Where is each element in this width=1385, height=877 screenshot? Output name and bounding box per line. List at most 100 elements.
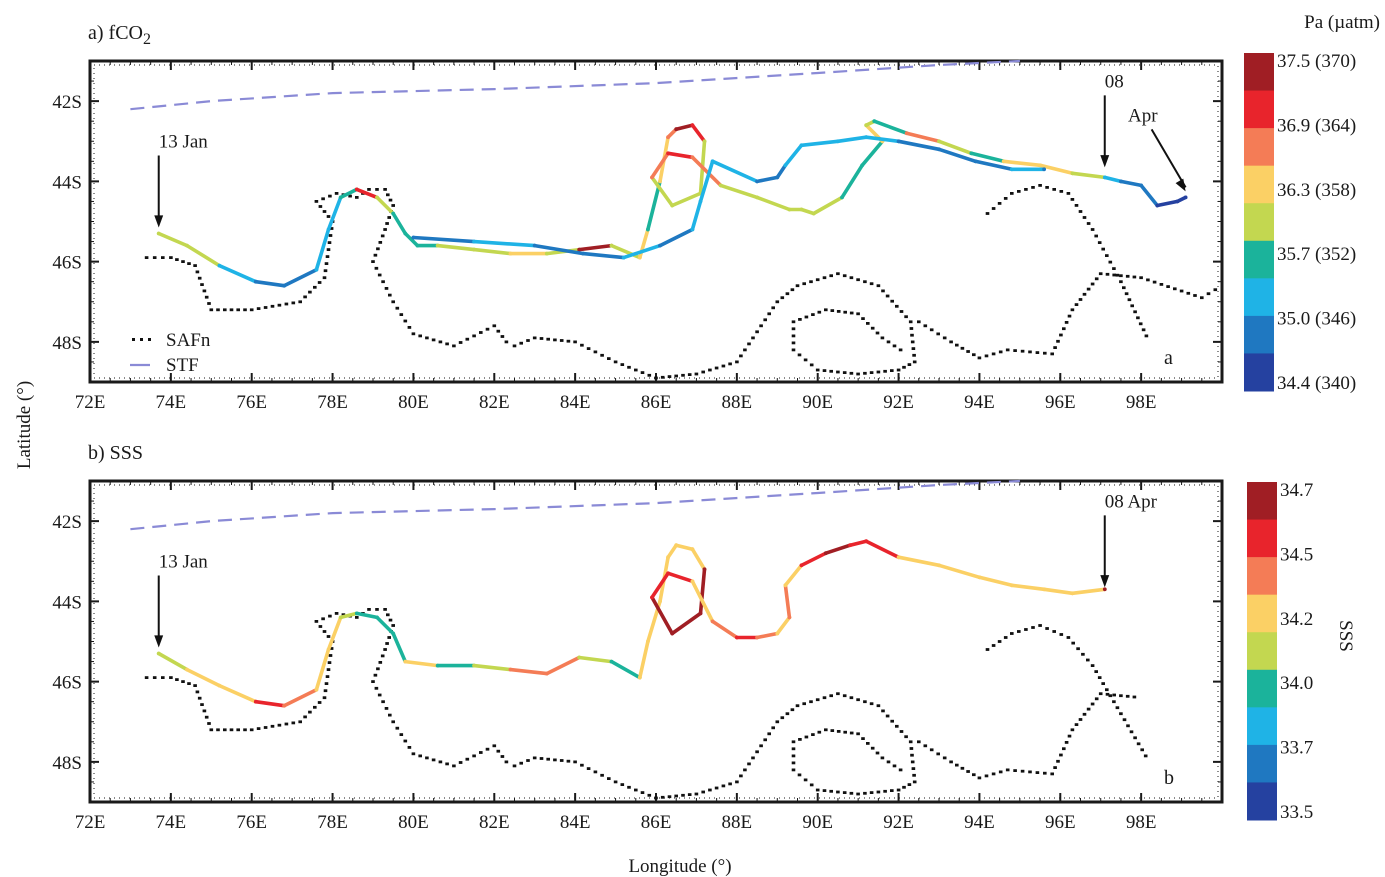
safn-dot <box>701 370 705 374</box>
safn-dot <box>1074 303 1079 306</box>
track-point <box>472 663 476 668</box>
safn-dot <box>418 754 422 758</box>
safn-dot <box>1053 766 1057 769</box>
annotation-arrowhead <box>154 215 164 228</box>
safn-dot <box>504 340 509 344</box>
x-tick-label: 80E <box>398 392 429 413</box>
track-segment <box>783 583 792 620</box>
safn-dot <box>317 281 322 284</box>
track-point <box>156 231 161 236</box>
track-point <box>783 163 788 168</box>
track-point <box>666 555 670 560</box>
safn-dot <box>886 760 891 764</box>
colorbar: 34.7 34.5 34.2 34.0 33.7 33.5 SSS <box>1247 480 1356 823</box>
plot-frame <box>88 479 1224 804</box>
track-segment <box>698 159 715 204</box>
safn-dot <box>1090 664 1095 667</box>
safn-dot <box>425 756 429 760</box>
safn-dot <box>966 350 970 353</box>
safn-dot <box>553 758 557 762</box>
track-point <box>1038 163 1042 168</box>
safn-dot <box>1031 186 1035 189</box>
safn-dot <box>842 371 847 374</box>
safn-dot <box>270 304 275 308</box>
track-segment <box>185 243 222 268</box>
track-point <box>755 635 759 640</box>
track-point <box>375 195 379 200</box>
colorbar: 37.5 (370) 36.9 (364) 36.3 (358) 35.7 (352)… <box>1244 12 1380 394</box>
x-tick-label: 78E <box>317 812 348 833</box>
safn-dot <box>152 256 157 259</box>
safn-dot <box>1035 771 1040 774</box>
series-stf <box>130 59 1020 111</box>
safn-dot <box>640 791 645 794</box>
safn-dot <box>912 780 917 784</box>
safn-dot <box>1141 328 1146 332</box>
track-point <box>1070 591 1075 596</box>
track-point <box>391 631 396 636</box>
track-point <box>1139 183 1143 188</box>
safn-dot <box>472 334 476 338</box>
safn-dot <box>181 680 185 683</box>
series-track <box>156 539 1107 708</box>
safn-dot <box>209 728 214 732</box>
safn-dot <box>798 318 802 321</box>
safn-dot <box>912 353 916 357</box>
safn-dot <box>1082 712 1087 716</box>
safn-dot <box>849 311 854 315</box>
colorbar-tick-label: 34.7 <box>1280 480 1313 501</box>
safn-dot <box>1070 198 1075 201</box>
safn-dot <box>1094 697 1099 701</box>
track-point <box>787 207 792 212</box>
safn-dot <box>910 340 915 344</box>
colorbar-swatch <box>1244 203 1274 242</box>
series-safn-east <box>917 272 1218 360</box>
safn-dot <box>1125 694 1130 698</box>
safn-dot <box>767 732 771 736</box>
legend-dot <box>132 338 135 341</box>
track-point <box>690 547 695 552</box>
safn-dot <box>802 282 806 286</box>
colorbar-swatch <box>1247 519 1277 558</box>
safn-dot <box>836 730 841 733</box>
safn-dot <box>795 284 800 288</box>
colorbar-tick-label: 34.2 <box>1280 609 1313 630</box>
safn-dot <box>298 720 302 724</box>
safn-dot <box>380 234 385 238</box>
safn-dot <box>1035 351 1040 354</box>
safn-dot <box>324 262 329 265</box>
track-point <box>690 155 695 160</box>
safn-dot <box>892 344 897 348</box>
track-point <box>1009 167 1014 172</box>
safn-dot <box>866 322 870 325</box>
track-segment <box>937 563 982 580</box>
track-point <box>710 159 715 164</box>
x-tick-label: 86E <box>641 392 672 413</box>
track-segment <box>472 247 513 256</box>
safn-dot <box>863 371 867 375</box>
track-point <box>973 159 978 164</box>
track-point <box>185 243 189 248</box>
safn-dot <box>815 788 820 792</box>
track-point <box>544 671 549 676</box>
safn-dot <box>1056 759 1060 763</box>
safn-dot <box>334 612 339 615</box>
safn-dot <box>327 241 332 244</box>
safn-dot <box>367 608 371 611</box>
track-point <box>860 163 865 168</box>
safn-dot <box>1059 333 1063 337</box>
panel-letter: b <box>1164 767 1174 789</box>
track-segment <box>403 231 420 248</box>
track-point <box>658 179 662 184</box>
track-point <box>735 635 739 640</box>
safn-dot <box>911 347 916 350</box>
safn-dot <box>822 789 827 792</box>
y-axis: 42S 44S 46S 48S <box>52 60 1222 383</box>
track-segment <box>254 699 286 708</box>
track-point <box>637 255 642 260</box>
safn-dot <box>866 742 870 745</box>
safn-dot <box>1122 286 1126 290</box>
safn-dot <box>763 738 767 742</box>
track-segment <box>1009 583 1046 592</box>
track-segment <box>354 611 379 620</box>
